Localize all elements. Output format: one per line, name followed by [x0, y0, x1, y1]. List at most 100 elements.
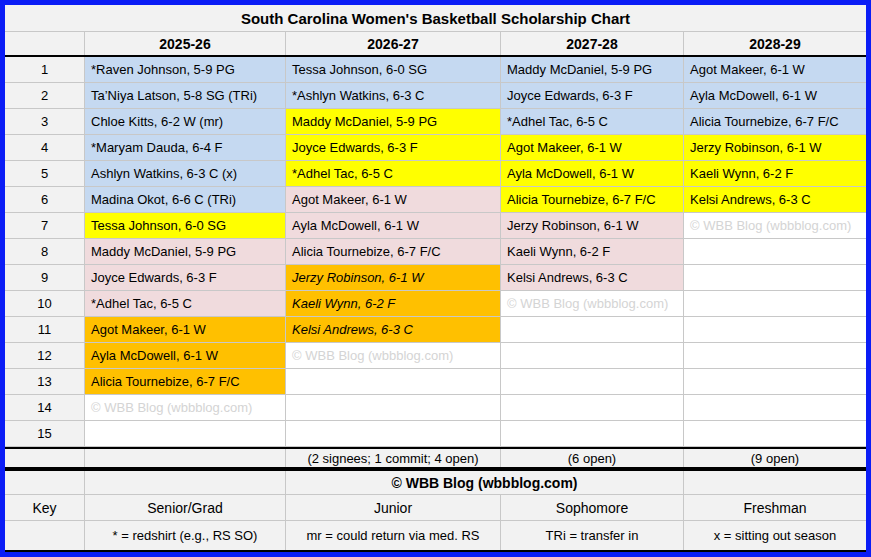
- row-number: 5: [5, 161, 85, 187]
- key-freshman: Freshman: [684, 495, 866, 521]
- roster-cell: [85, 421, 286, 447]
- roster-cell: [286, 395, 501, 421]
- note-transfer-in: TRi = transfer in: [501, 521, 684, 550]
- note-sitting-out: x = sitting out season: [684, 521, 866, 550]
- roster-cell: Alicia Tournebize, 6-7 F/C: [85, 369, 286, 395]
- row-number: 11: [5, 317, 85, 343]
- table-row: 7 Tessa Johnson, 6-0 SG Ayla McDowell, 6…: [5, 213, 866, 239]
- roster-cell: Ashlyn Watkins, 6-3 C (x): [85, 161, 286, 187]
- summary-2027-28: (6 open): [501, 449, 684, 467]
- summary-2028-29: (9 open): [684, 449, 866, 467]
- table-row: 1 *Raven Johnson, 5-9 PG Tessa Johnson, …: [5, 57, 866, 83]
- roster-cell: Joyce Edwards, 6-3 F: [85, 265, 286, 291]
- openings-summary-row: (2 signees; 1 commit; 4 open) (6 open) (…: [5, 449, 866, 471]
- roster-cell: Kelsi Andrews, 6-3 C: [501, 265, 684, 291]
- row-number: 9: [5, 265, 85, 291]
- scholarship-chart-table: South Carolina Women's Basketball Schola…: [5, 5, 866, 552]
- key-senior-grad: Senior/Grad: [85, 495, 286, 521]
- table-row: 6 Madina Okot, 6-6 C (TRi) Agot Makeer, …: [5, 187, 866, 213]
- column-header-2026-27: 2026-27: [286, 32, 501, 55]
- table-row: 15: [5, 421, 866, 447]
- page-title: South Carolina Women's Basketball Schola…: [5, 5, 866, 32]
- credit-spacer: [85, 471, 286, 495]
- roster-cell: *Maryam Dauda, 6-4 F: [85, 135, 286, 161]
- row-number: 1: [5, 57, 85, 83]
- roster-cell: Agot Makeer, 6-1 W: [286, 187, 501, 213]
- table-row: 12 Ayla McDowell, 6-1 W © WBB Blog (wbbb…: [5, 343, 866, 369]
- roster-cell: [501, 395, 684, 421]
- roster-cell: Tessa Johnson, 6-0 SG: [85, 213, 286, 239]
- table-row: 4 *Maryam Dauda, 6-4 F Joyce Edwards, 6-…: [5, 135, 866, 161]
- roster-cell: Ayla McDowell, 6-1 W: [85, 343, 286, 369]
- roster-cell: Kelsi Andrews, 6-3 C: [286, 317, 501, 343]
- watermark-cell: © WBB Blog (wbbblog.com): [684, 213, 866, 239]
- roster-cell: Ta’Niya Latson, 5-8 SG (TRi): [85, 83, 286, 109]
- row-number: 10: [5, 291, 85, 317]
- roster-cell: Kaeli Wynn, 6-2 F: [501, 239, 684, 265]
- note-redshirt: * = redshirt (e.g., RS SO): [85, 521, 286, 550]
- row-number: 12: [5, 343, 85, 369]
- header-corner-cell: [5, 32, 85, 55]
- key-junior: Junior: [286, 495, 501, 521]
- table-row: 9 Joyce Edwards, 6-3 F Jerzy Robinson, 6…: [5, 265, 866, 291]
- roster-cell: Ayla McDowell, 6-1 W: [684, 83, 866, 109]
- watermark-cell: © WBB Blog (wbbblog.com): [85, 395, 286, 421]
- row-number: 2: [5, 83, 85, 109]
- roster-cell: Kaeli Wynn, 6-2 F: [684, 161, 866, 187]
- roster-cell: [684, 395, 866, 421]
- note-medical-redshirt: mr = could return via med. RS: [286, 521, 501, 550]
- notes-spacer: [5, 521, 85, 550]
- table-row: 5 Ashlyn Watkins, 6-3 C (x) *Adhel Tac, …: [5, 161, 866, 187]
- roster-grid: 1 *Raven Johnson, 5-9 PG Tessa Johnson, …: [5, 57, 866, 449]
- roster-cell: Agot Makeer, 6-1 W: [684, 57, 866, 83]
- roster-cell: Jerzy Robinson, 6-1 W: [501, 213, 684, 239]
- roster-cell: *Adhel Tac, 6-5 C: [85, 291, 286, 317]
- roster-cell: Alicia Tournebize, 6-7 F/C: [501, 187, 684, 213]
- roster-cell: [684, 369, 866, 395]
- watermark-cell: © WBB Blog (wbbblog.com): [501, 291, 684, 317]
- roster-cell: Ayla McDowell, 6-1 W: [501, 161, 684, 187]
- summary-2026-27: (2 signees; 1 commit; 4 open): [286, 449, 501, 467]
- roster-cell: *Raven Johnson, 5-9 PG: [85, 57, 286, 83]
- roster-cell: Alicia Tournebize, 6-7 F/C: [286, 239, 501, 265]
- roster-cell: [501, 369, 684, 395]
- credit-text: © WBB Blog (wbbblog.com): [286, 471, 684, 495]
- row-number: 13: [5, 369, 85, 395]
- table-row: 11 Agot Makeer, 6-1 W Kelsi Andrews, 6-3…: [5, 317, 866, 343]
- table-row: 14 © WBB Blog (wbbblog.com): [5, 395, 866, 421]
- roster-cell: [501, 421, 684, 447]
- credit-row: © WBB Blog (wbbblog.com): [5, 471, 866, 495]
- watermark-cell: © WBB Blog (wbbblog.com): [286, 343, 501, 369]
- row-number: 6: [5, 187, 85, 213]
- column-header-2028-29: 2028-29: [684, 32, 866, 55]
- roster-cell: Chloe Kitts, 6-2 W (mr): [85, 109, 286, 135]
- roster-cell: Maddy McDaniel, 5-9 PG: [85, 239, 286, 265]
- roster-cell: Jerzy Robinson, 6-1 W: [684, 135, 866, 161]
- roster-cell: Maddy McDaniel, 5-9 PG: [501, 57, 684, 83]
- roster-cell: [501, 317, 684, 343]
- roster-cell: Jerzy Robinson, 6-1 W: [286, 265, 501, 291]
- roster-cell: *Adhel Tac, 6-5 C: [501, 109, 684, 135]
- roster-cell: *Adhel Tac, 6-5 C: [286, 161, 501, 187]
- table-row: 8 Maddy McDaniel, 5-9 PG Alicia Tournebi…: [5, 239, 866, 265]
- roster-cell: Joyce Edwards, 6-3 F: [501, 83, 684, 109]
- chart-frame: South Carolina Women's Basketball Schola…: [0, 0, 871, 557]
- roster-cell: [684, 291, 866, 317]
- table-row: 13 Alicia Tournebize, 6-7 F/C: [5, 369, 866, 395]
- row-number: 14: [5, 395, 85, 421]
- roster-cell: *Ashlyn Watkins, 6-3 C: [286, 83, 501, 109]
- color-key-row: Key Senior/Grad Junior Sophomore Freshma…: [5, 495, 866, 521]
- table-row: 10 *Adhel Tac, 6-5 C Kaeli Wynn, 6-2 F ©…: [5, 291, 866, 317]
- header-row: 2025-26 2026-27 2027-28 2028-29: [5, 32, 866, 57]
- roster-cell: [286, 421, 501, 447]
- row-number: 3: [5, 109, 85, 135]
- row-number: 4: [5, 135, 85, 161]
- abbreviation-notes-row: * = redshirt (e.g., RS SO) mr = could re…: [5, 521, 866, 550]
- roster-cell: Agot Makeer, 6-1 W: [85, 317, 286, 343]
- roster-cell: [684, 239, 866, 265]
- row-number: 15: [5, 421, 85, 447]
- table-row: 3 Chloe Kitts, 6-2 W (mr) Maddy McDaniel…: [5, 109, 866, 135]
- roster-cell: [501, 343, 684, 369]
- credit-spacer: [684, 471, 866, 495]
- roster-cell: [286, 369, 501, 395]
